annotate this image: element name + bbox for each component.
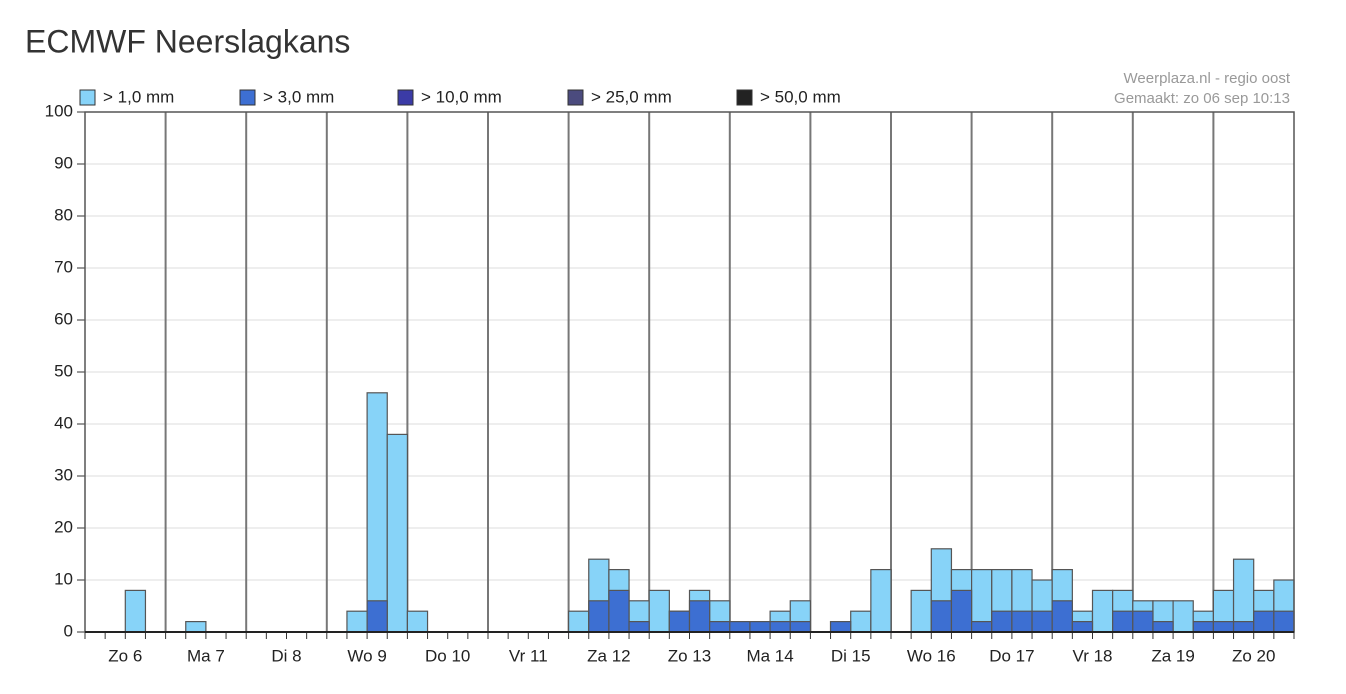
- bar: [709, 620, 731, 633]
- bar: [1112, 610, 1134, 633]
- bar: [870, 568, 892, 633]
- y-tick-label: 0: [64, 621, 73, 640]
- source: Weerplaza.nl - regio oost: [1124, 70, 1291, 87]
- bar: [991, 610, 1013, 633]
- bar: [1152, 620, 1174, 633]
- bar: [688, 600, 711, 633]
- bar: [588, 600, 610, 633]
- bar: [1232, 620, 1255, 633]
- bar: [608, 589, 630, 633]
- bar: [366, 600, 388, 633]
- bar: [789, 620, 811, 633]
- bar: [910, 589, 932, 633]
- legend-swatch: [736, 89, 753, 106]
- bar: [1091, 589, 1114, 633]
- legend-swatch: [79, 89, 96, 106]
- bar: [769, 620, 791, 633]
- x-tick-label: Wo 9: [347, 646, 386, 665]
- legend-label: > 10,0 mm: [421, 87, 502, 106]
- legend-label: > 50,0 mm: [760, 87, 841, 106]
- x-tick-label: Ma 7: [187, 646, 225, 665]
- x-tick-label: Zo 20: [1232, 646, 1275, 665]
- y-tick-label: 20: [54, 517, 73, 536]
- bar: [930, 600, 953, 633]
- legend-label: > 3,0 mm: [263, 87, 334, 106]
- bar: [1132, 610, 1154, 633]
- bar: [668, 610, 691, 633]
- bar: [1051, 600, 1073, 633]
- legend-swatch: [239, 89, 256, 106]
- y-tick-label: 30: [54, 465, 73, 484]
- bar: [729, 620, 751, 633]
- bar: [346, 610, 368, 633]
- y-tick-label: 70: [54, 257, 73, 276]
- bar: [950, 589, 973, 633]
- bar: [1253, 610, 1275, 633]
- y-tick-label: 40: [54, 413, 73, 432]
- bar: [1192, 620, 1214, 633]
- created: Gemaakt: zo 06 sep 10:13: [1114, 90, 1290, 107]
- x-tick-label: Za 19: [1151, 646, 1194, 665]
- y-tick-label: 100: [45, 101, 73, 120]
- x-tick-label: Wo 16: [907, 646, 956, 665]
- bar: [648, 589, 670, 633]
- bar: [124, 589, 147, 633]
- bar: [386, 433, 408, 633]
- bar: [366, 392, 388, 633]
- y-tick-label: 80: [54, 205, 73, 224]
- bar: [850, 610, 872, 633]
- x-tick-label: Vr 18: [1072, 646, 1112, 665]
- bar: [1071, 620, 1094, 633]
- y-tick-label: 90: [54, 153, 73, 172]
- x-tick-label: Do 10: [425, 646, 470, 665]
- bar: [970, 620, 993, 633]
- legend-swatch: [397, 89, 414, 106]
- bar: [406, 610, 429, 633]
- x-tick-label: Zo 13: [668, 646, 711, 665]
- x-tick-label: Za 12: [587, 646, 630, 665]
- bar: [628, 620, 650, 633]
- bar: [1273, 610, 1295, 633]
- legend-label: > 1,0 mm: [103, 87, 174, 106]
- x-tick-label: Vr 11: [509, 646, 548, 665]
- x-tick-label: Ma 14: [746, 646, 793, 665]
- bar: [749, 620, 771, 633]
- y-tick-label: 60: [54, 309, 73, 328]
- bar: [567, 610, 590, 633]
- x-tick-label: Do 17: [989, 646, 1034, 665]
- x-tick-label: Di 8: [271, 646, 301, 665]
- bar: [1011, 610, 1033, 633]
- chart-title: ECMWF Neerslagkans: [25, 23, 350, 59]
- legend-label: > 25,0 mm: [591, 87, 672, 106]
- x-tick-label: Zo 6: [108, 646, 142, 665]
- bar: [1172, 600, 1194, 633]
- x-tick-label: Di 15: [831, 646, 871, 665]
- bar: [1031, 610, 1053, 633]
- bar: [185, 620, 207, 633]
- bar: [1212, 620, 1235, 633]
- y-tick-label: 10: [54, 569, 73, 588]
- legend-swatch: [567, 89, 584, 106]
- y-tick-label: 50: [54, 361, 73, 380]
- bar: [829, 620, 852, 633]
